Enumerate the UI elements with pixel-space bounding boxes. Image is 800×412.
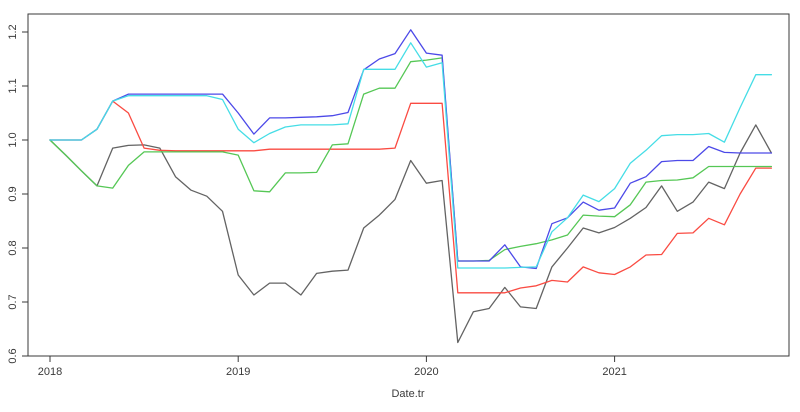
series-line-blue (49, 29, 773, 270)
y-tick-label-0.9: 0.9 (7, 186, 19, 201)
series-line-cyan (49, 42, 773, 269)
chart-root: 0.6 0.7 0.8 0.9 1.0 1.1 1.2 2018 2019 2020 2021 (7, 13, 790, 378)
y-tick-label-1.0: 1.0 (7, 132, 19, 147)
x-axis-title: Date.tr (391, 388, 424, 400)
y-tick-label-0.6: 0.6 (7, 348, 19, 363)
y-tick-label-1.2: 1.2 (7, 24, 19, 39)
series-line-green (49, 57, 773, 262)
y-tick-label-1.1: 1.1 (7, 78, 19, 93)
series-line-red (49, 100, 773, 294)
x-tick-label-2021: 2021 (602, 366, 626, 378)
x-tick-label-2020: 2020 (414, 366, 438, 378)
y-tick-label-0.7: 0.7 (7, 294, 19, 309)
series-line-gray (49, 124, 773, 344)
x-tick-label-2018: 2018 (38, 366, 62, 378)
plot-box (27, 13, 790, 357)
y-tick-label-0.8: 0.8 (7, 240, 19, 255)
x-tick-label-2019: 2019 (226, 366, 250, 378)
